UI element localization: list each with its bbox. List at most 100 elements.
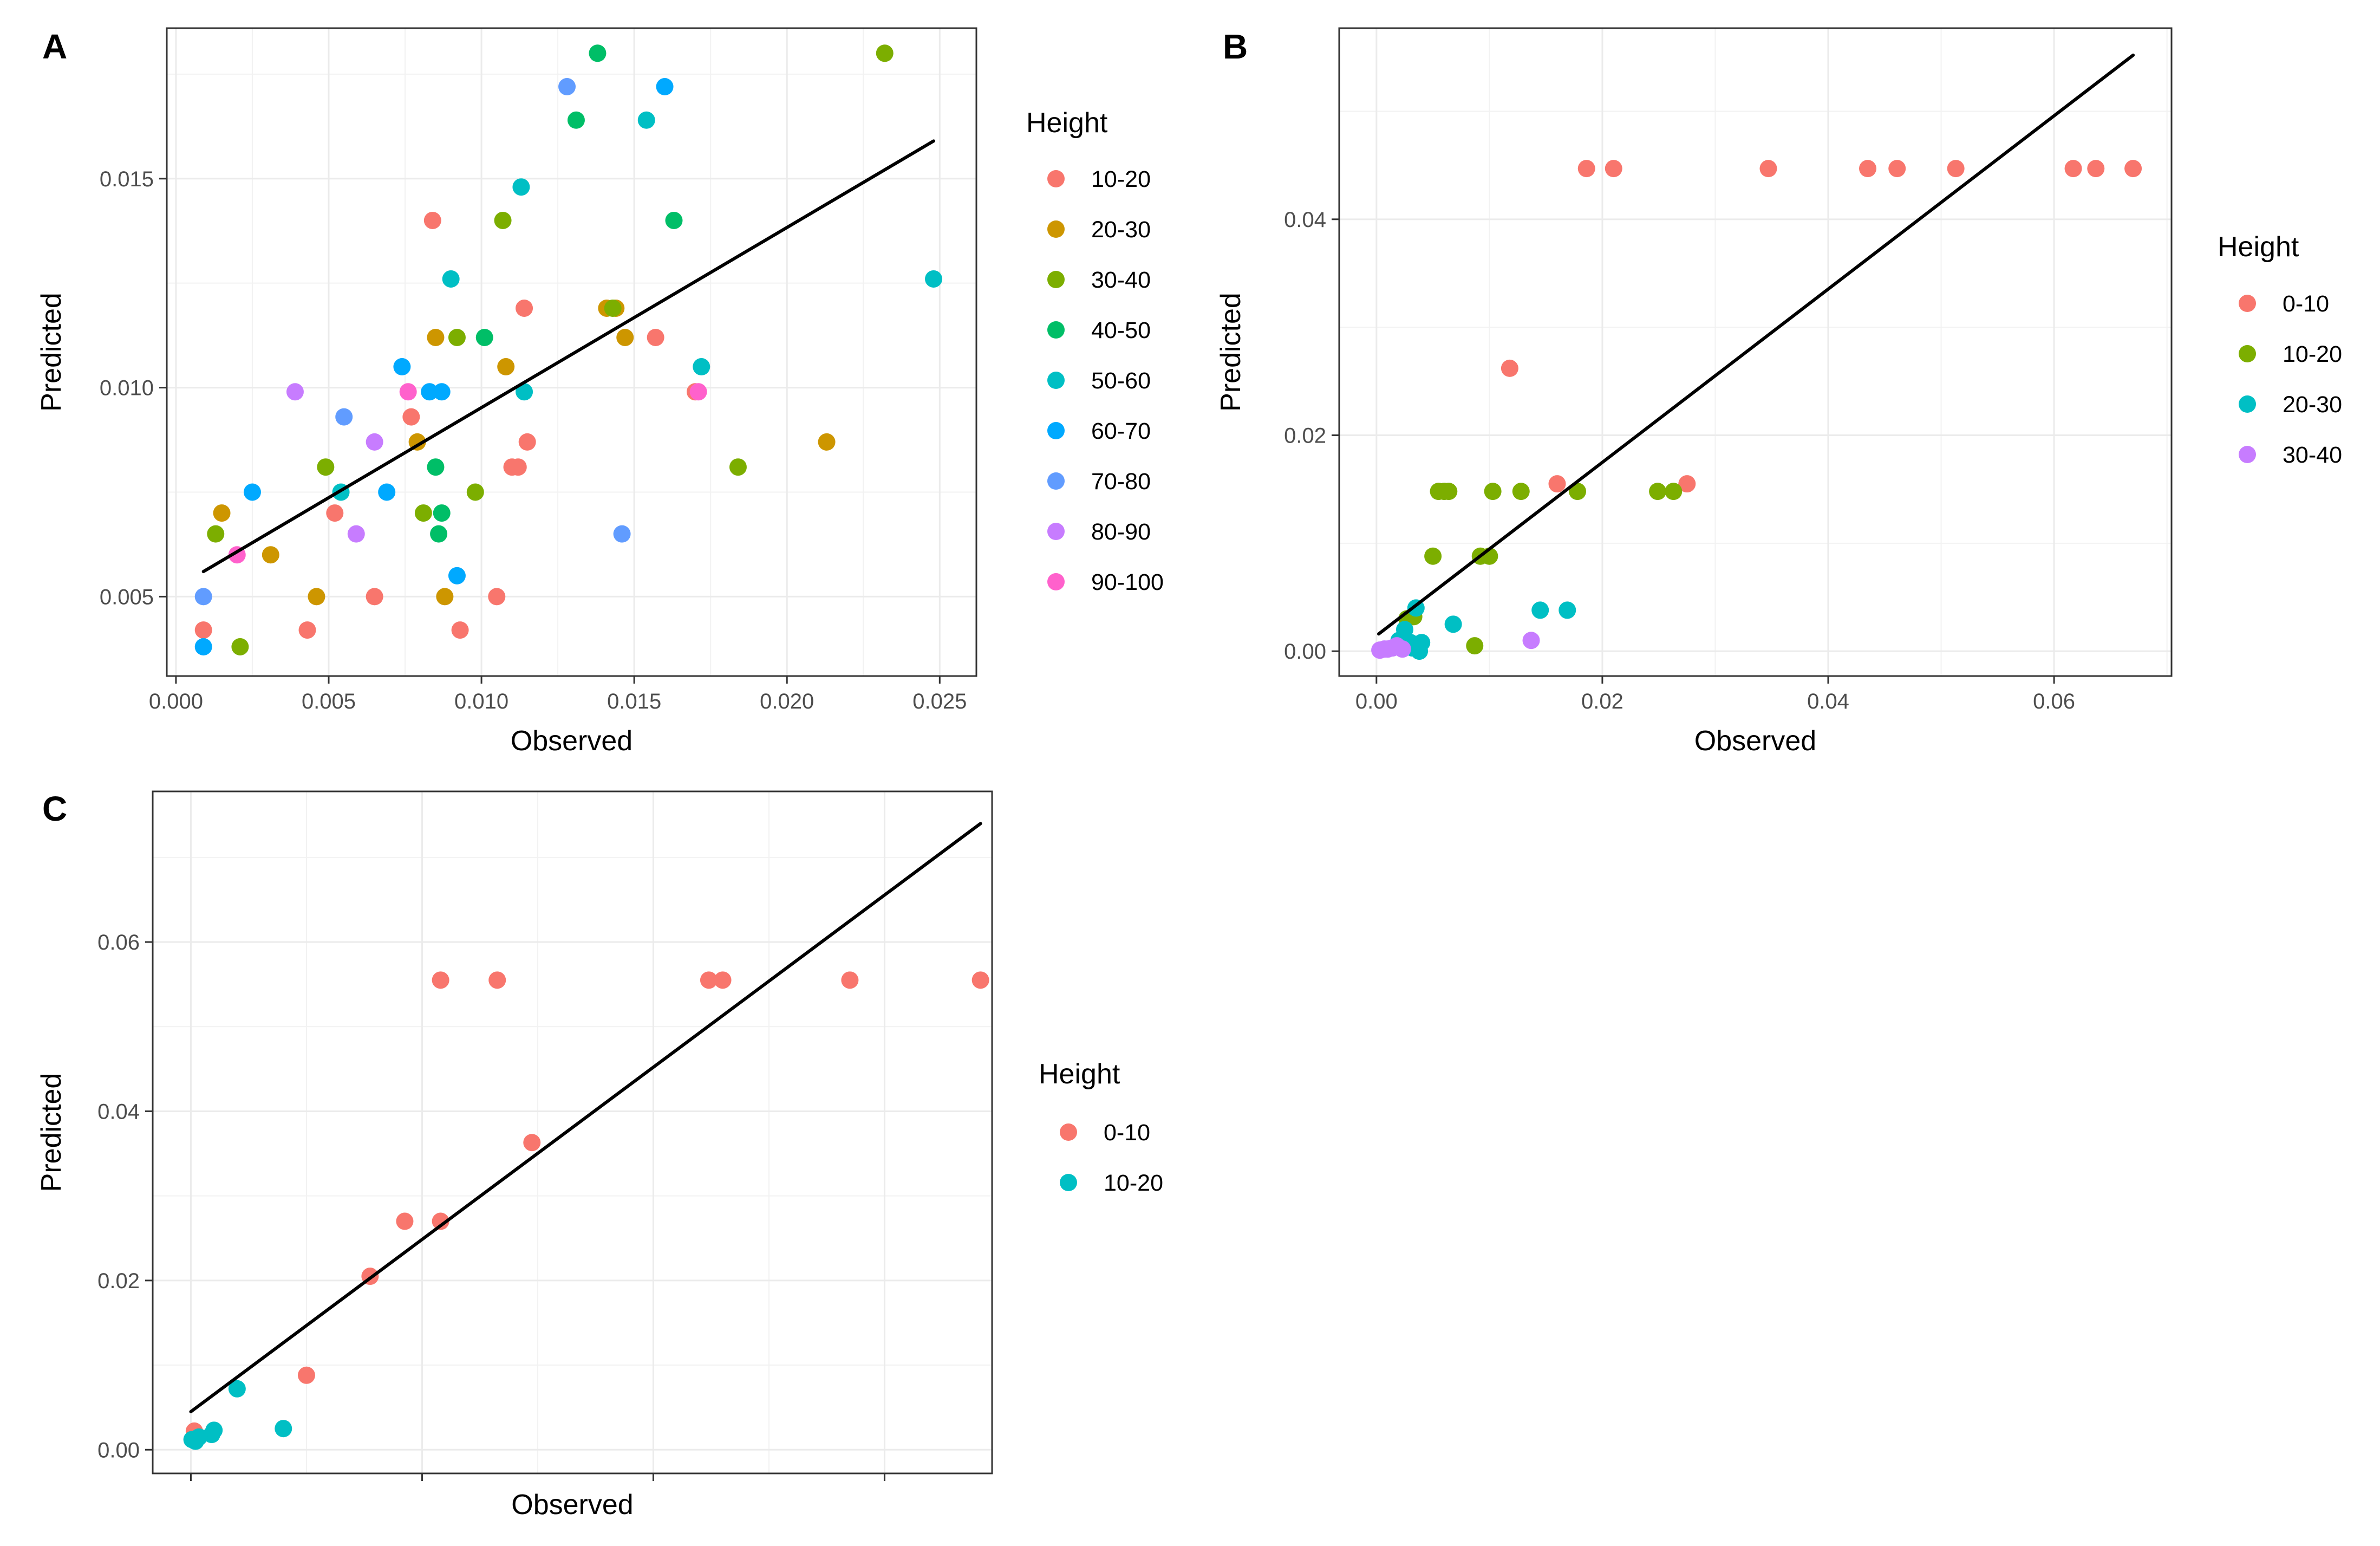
data-point-0-10 (432, 1212, 449, 1230)
legend-label-80-90: 80-90 (1091, 519, 1151, 545)
data-point-50-60 (442, 270, 460, 288)
data-point-80-90 (347, 525, 365, 543)
data-point-10-20 (194, 621, 212, 639)
x-tick-label: 0.010 (454, 690, 508, 713)
data-point-10-20 (228, 1380, 246, 1398)
x-tick-label: 0.020 (760, 690, 814, 713)
legend-label-40-50: 40-50 (1091, 317, 1151, 343)
data-point-0-10 (2064, 160, 2082, 178)
data-point-10-20 (451, 621, 469, 639)
panel-c-gridlines (153, 791, 992, 1473)
data-point-30-40 (414, 504, 432, 522)
data-point-0-10 (700, 971, 718, 989)
data-point-60-70 (656, 78, 674, 96)
panel-b: B 0.00 0.02 0.04 0.06 0.00 0.02 0.04 Observed Pre… (1215, 27, 2342, 757)
legend-label-30-40: 30-40 (2283, 442, 2342, 468)
data-point-10-20 (1440, 483, 1458, 501)
panel-a-border (166, 27, 977, 677)
panel-b-plot-area (1339, 28, 2172, 676)
data-point-0-10 (714, 971, 732, 989)
panel-b-y-axis-title: Predicted (1215, 293, 1247, 412)
y-tick-label: 0.015 (100, 167, 154, 191)
legend-key-80-90 (1047, 523, 1065, 540)
data-point-50-60 (637, 111, 655, 129)
legend-label-0-10: 0-10 (1104, 1120, 1150, 1146)
x-tick-label: 0.000 (149, 690, 203, 713)
data-point-10-20 (516, 299, 533, 317)
data-point-90-100 (689, 383, 707, 401)
y-tick-label: 0.02 (97, 1269, 140, 1293)
data-point-40-50 (433, 504, 451, 522)
data-point-30-40 (448, 328, 466, 346)
y-tick-label: 0.010 (100, 376, 154, 400)
data-point-20-30 (427, 328, 445, 346)
data-point-20-30 (818, 433, 836, 451)
data-point-90-100 (399, 383, 417, 401)
data-point-0-10 (1678, 475, 1696, 493)
x-tick-label: 0.00 (1355, 690, 1398, 713)
data-point-40-50 (430, 525, 448, 543)
data-point-10-20 (366, 588, 383, 606)
data-point-10-20 (488, 588, 506, 606)
data-point-0-10 (2124, 160, 2142, 178)
data-point-10-20 (1484, 483, 1502, 501)
panel-a-x-axis-title: Observed (511, 725, 633, 757)
data-point-20-30 (1531, 601, 1549, 619)
data-point-0-10 (1605, 160, 1622, 178)
data-point-30-40 (494, 211, 512, 229)
data-point-10-20 (423, 211, 441, 229)
legend-label-10-20: 10-20 (2283, 341, 2342, 367)
data-point-10-20 (326, 504, 344, 522)
data-point-70-80 (194, 588, 212, 606)
legend-key-20-30 (1047, 220, 1065, 238)
panel-c-y-axis-title: Predicted (36, 1073, 67, 1192)
data-point-40-50 (475, 328, 493, 346)
panel-a-fit-line (201, 139, 936, 574)
legend-key-0-10 (1060, 1123, 1077, 1141)
data-point-0-10 (297, 1366, 315, 1384)
panel-c-points (183, 971, 989, 1450)
y-tick-label: 0.04 (1284, 208, 1326, 232)
data-point-10-20 (402, 408, 420, 426)
legend-label-0-10: 0-10 (2283, 291, 2329, 317)
panel-a-gridlines (167, 28, 976, 676)
y-tick-label: 0.06 (97, 931, 140, 954)
data-point-10-20 (647, 328, 664, 346)
data-point-20-30 (1444, 615, 1462, 633)
data-point-0-10 (1947, 160, 1965, 178)
data-point-0-10 (488, 971, 506, 989)
data-point-70-80 (335, 408, 353, 426)
data-point-0-10 (432, 971, 449, 989)
panel-c-plot-area (153, 791, 992, 1473)
x-tick-label: 0.005 (302, 690, 356, 713)
panel-b-legend: Height 0-10 10-20 20-30 30-40 (2218, 231, 2342, 468)
data-point-10-20 (275, 1420, 292, 1438)
data-point-0-10 (1548, 475, 1566, 493)
legend-label-50-60: 50-60 (1091, 368, 1151, 394)
y-tick-label: 0.00 (1284, 640, 1326, 664)
data-point-30-40 (1522, 632, 1540, 649)
data-point-0-10 (396, 1212, 414, 1230)
data-point-30-40 (231, 638, 249, 655)
legend-key-90-100 (1047, 573, 1065, 590)
data-point-70-80 (613, 525, 631, 543)
legend-label-20-30: 20-30 (2283, 392, 2342, 418)
data-point-30-40 (876, 44, 894, 62)
panels: A 0.000 0.005 0.010 0.015 0.020 0.025 0.005 0.01… (36, 27, 2342, 1521)
x-tick-label: 0.06 (2033, 690, 2075, 713)
data-point-60-70 (421, 383, 439, 401)
legend-title: Height (1039, 1058, 1120, 1090)
data-point-30-40 (604, 299, 622, 317)
panel-c: C 0.00 0.02 0.04 0.06 Observed Predicted Height… (36, 789, 1163, 1521)
legend-title: Height (1026, 107, 1108, 139)
panel-b-letter: B (1223, 27, 1248, 66)
data-point-20-30 (1559, 601, 1576, 619)
data-point-70-80 (558, 78, 576, 96)
panel-c-x-axis-title: Observed (511, 1489, 633, 1521)
data-point-10-20 (1649, 483, 1667, 501)
data-point-60-70 (433, 383, 451, 401)
data-point-30-40 (729, 458, 747, 476)
legend-label-90-100: 90-100 (1091, 569, 1164, 595)
data-point-0-10 (971, 971, 989, 989)
data-point-10-20 (1512, 483, 1530, 501)
